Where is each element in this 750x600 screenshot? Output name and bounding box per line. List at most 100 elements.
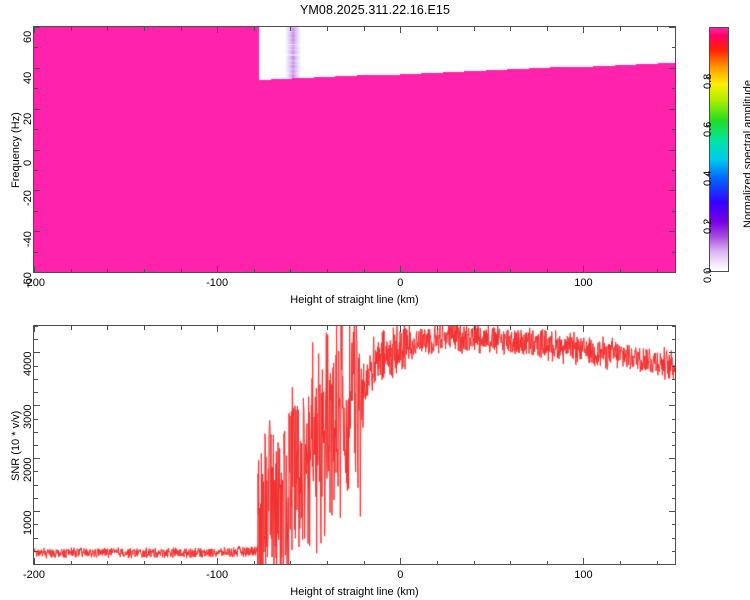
axis-tick — [327, 27, 328, 31]
axis-tick — [34, 170, 38, 171]
axis-tick — [671, 339, 675, 340]
snr-canvas — [34, 326, 675, 564]
axis-tick — [620, 27, 621, 31]
axis-tick — [671, 538, 675, 539]
spectrogram-ytick-label: -20 — [22, 190, 34, 207]
spectrogram-xtick-label: -100 — [206, 277, 229, 289]
axis-tick — [669, 458, 675, 459]
axis-tick — [657, 560, 658, 564]
axis-tick — [510, 268, 511, 272]
axis-tick — [474, 268, 475, 272]
axis-tick — [144, 326, 145, 330]
axis-tick — [474, 560, 475, 564]
axis-tick — [510, 560, 511, 564]
axis-tick — [217, 326, 218, 332]
snr-ytick-label: 1000 — [22, 510, 34, 536]
axis-tick — [671, 498, 675, 499]
axis-tick — [671, 211, 675, 212]
axis-tick — [34, 392, 38, 393]
snr-ytick-label: 2000 — [22, 457, 34, 483]
axis-tick — [671, 379, 675, 380]
colorbar-tick-label: 0.6 — [702, 121, 714, 137]
axis-tick — [34, 326, 38, 327]
spectrogram-plot-area — [33, 26, 676, 273]
axis-tick — [34, 68, 40, 69]
axis-tick — [671, 551, 675, 552]
axis-tick — [671, 392, 675, 393]
axis-tick — [217, 266, 218, 272]
axis-tick — [181, 326, 182, 330]
colorbar-tick — [706, 271, 710, 272]
axis-tick — [669, 352, 675, 353]
axis-tick — [107, 560, 108, 564]
axis-tick — [181, 560, 182, 564]
colorbar-tick — [706, 125, 710, 126]
axis-tick — [290, 326, 291, 330]
axis-tick — [327, 560, 328, 564]
axis-tick — [34, 88, 38, 89]
axis-tick — [437, 560, 438, 564]
spectrogram-xtick-label: 100 — [574, 277, 593, 289]
axis-tick — [34, 458, 40, 459]
spectrogram-ytick-label: 40 — [22, 71, 34, 84]
spectrogram-ytick-label: 20 — [22, 112, 34, 125]
axis-tick — [327, 268, 328, 272]
axis-tick — [437, 326, 438, 330]
axis-tick — [583, 558, 584, 564]
axis-tick — [34, 27, 35, 33]
axis-tick — [34, 352, 40, 353]
axis-tick — [547, 560, 548, 564]
axis-tick — [34, 272, 40, 273]
axis-tick — [34, 419, 38, 420]
axis-tick — [34, 27, 40, 28]
axis-tick — [144, 27, 145, 31]
axis-tick — [181, 268, 182, 272]
axis-tick — [669, 190, 675, 191]
axis-tick — [34, 524, 38, 525]
axis-tick — [144, 560, 145, 564]
axis-tick — [547, 268, 548, 272]
axis-tick — [34, 339, 38, 340]
axis-tick — [669, 405, 675, 406]
axis-tick — [400, 266, 401, 272]
spectrogram-ytick-label: -40 — [22, 231, 34, 248]
spectrogram-yaxis-label: Frequency (Hz) — [10, 111, 22, 188]
colorbar-tick-label: 0.0 — [702, 267, 714, 283]
axis-tick — [254, 27, 255, 31]
axis-tick — [34, 558, 35, 564]
axis-tick — [34, 511, 40, 512]
axis-tick — [671, 432, 675, 433]
axis-tick — [34, 266, 35, 272]
axis-tick — [290, 560, 291, 564]
axis-tick — [34, 551, 38, 552]
axis-tick — [34, 366, 38, 367]
colorbar-tick — [706, 174, 710, 175]
axis-tick — [669, 231, 675, 232]
page-title: YM08.2025.311.22.16.E15 — [299, 3, 451, 17]
colorbar-tick-label: 0.4 — [702, 170, 714, 186]
spectrogram-xtick-label: -200 — [22, 277, 46, 289]
snr-xtick-label: -200 — [22, 569, 46, 581]
snr-plot-area — [33, 325, 676, 565]
axis-tick — [657, 27, 658, 31]
axis-tick — [34, 564, 38, 565]
axis-tick — [669, 27, 675, 28]
snr-xaxis-label: Height of straight line (km) — [290, 586, 419, 598]
axis-tick — [364, 268, 365, 272]
axis-tick — [583, 266, 584, 272]
axis-tick — [254, 560, 255, 564]
axis-tick — [71, 268, 72, 272]
spectrogram-ytick-label: -60 — [22, 272, 34, 288]
snr-xtick-label: 100 — [574, 569, 593, 581]
spectrogram-canvas — [34, 27, 675, 272]
axis-tick — [71, 27, 72, 31]
axis-tick — [34, 498, 38, 499]
axis-tick — [217, 27, 218, 33]
axis-tick — [34, 471, 38, 472]
axis-tick — [671, 471, 675, 472]
axis-tick — [669, 511, 675, 512]
axis-tick — [107, 27, 108, 31]
axis-tick — [671, 88, 675, 89]
axis-tick — [181, 27, 182, 31]
